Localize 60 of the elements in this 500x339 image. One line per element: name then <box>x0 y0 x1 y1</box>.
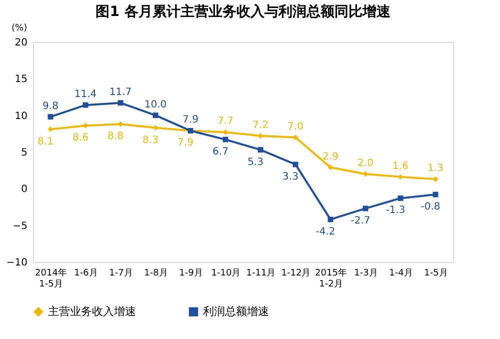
y-tick-label: 10 <box>14 110 28 122</box>
y-tick-label: −5 <box>12 220 28 232</box>
x-tick-label: 1-12月 <box>281 268 311 278</box>
point <box>48 114 54 120</box>
data-label: 11.4 <box>74 89 97 100</box>
x-tick-label: 1-11月 <box>246 268 276 278</box>
point <box>152 112 158 118</box>
data-label: 7.9 <box>182 114 198 126</box>
point <box>398 195 404 201</box>
data-label: 1.3 <box>428 163 444 174</box>
data-label: -0.8 <box>420 202 440 213</box>
data-label: 5.3 <box>248 156 264 168</box>
chart-title: 图1 各月累计主营业务收入与利润总额同比增速 <box>96 3 392 20</box>
data-label: 10.0 <box>144 99 167 110</box>
data-label: -1.3 <box>386 205 406 216</box>
y-axis-title: (%) <box>12 24 28 34</box>
data-label: -2.7 <box>350 215 370 226</box>
data-label: 8.6 <box>72 132 88 144</box>
point <box>328 164 334 170</box>
point <box>258 147 264 153</box>
point <box>82 102 88 108</box>
x-tick-label: 1-7月 <box>109 268 133 278</box>
data-label: 2.0 <box>358 158 374 169</box>
x-tick-label: 2015年 1-2月 <box>315 268 347 290</box>
x-tick-label: 1-8月 <box>144 268 168 278</box>
x-tick-label: 1-3月 <box>354 268 378 278</box>
data-label: 7.0 <box>288 121 304 132</box>
point <box>362 206 368 212</box>
y-tick-label: 0 <box>21 184 28 196</box>
data-label: 8.8 <box>108 131 124 142</box>
x-tick-label: 2014年 1-5月 <box>35 268 67 290</box>
data-label: 8.1 <box>38 136 54 148</box>
data-label: 2.9 <box>322 151 338 162</box>
data-label: 7.9 <box>178 138 194 149</box>
legend-label: 利润总额增速 <box>203 304 269 318</box>
legend-label: 主营业务收入增速 <box>48 304 136 318</box>
y-tick-label: −10 <box>6 258 28 268</box>
y-tick-label: 20 <box>14 38 28 48</box>
point <box>118 100 124 106</box>
data-label: 11.7 <box>109 86 132 98</box>
x-tick-label: 1-5月 <box>424 268 448 278</box>
point <box>222 136 228 142</box>
data-label: 1.6 <box>392 160 408 172</box>
point <box>362 171 368 177</box>
data-label: -4.2 <box>316 226 336 238</box>
data-label: 6.7 <box>212 146 228 158</box>
data-label: 8.3 <box>142 134 158 146</box>
data-label: 7.2 <box>252 120 268 131</box>
data-label: 7.7 <box>218 116 234 128</box>
x-tick-label: 1-6月 <box>74 268 98 278</box>
data-label: 3.3 <box>282 171 298 182</box>
point <box>328 216 334 222</box>
point <box>432 192 438 198</box>
x-tick-label: 1-10月 <box>211 268 241 278</box>
point <box>292 162 298 168</box>
x-tick-label: 1-4月 <box>389 268 413 278</box>
data-label: 9.8 <box>42 100 58 112</box>
y-tick-label: 5 <box>21 148 28 158</box>
x-tick-label: 1-9月 <box>179 268 203 278</box>
y-tick-label: 15 <box>14 74 28 86</box>
